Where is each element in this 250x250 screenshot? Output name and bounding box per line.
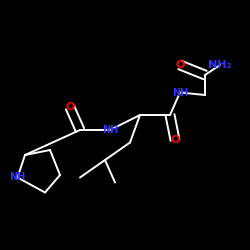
Text: NH: NH bbox=[10, 172, 26, 182]
Text: O: O bbox=[170, 135, 180, 145]
Text: NH: NH bbox=[102, 125, 118, 135]
Text: NH: NH bbox=[172, 88, 188, 98]
Text: NH₂: NH₂ bbox=[208, 60, 232, 70]
Text: O: O bbox=[65, 102, 75, 113]
Text: O: O bbox=[175, 60, 185, 70]
